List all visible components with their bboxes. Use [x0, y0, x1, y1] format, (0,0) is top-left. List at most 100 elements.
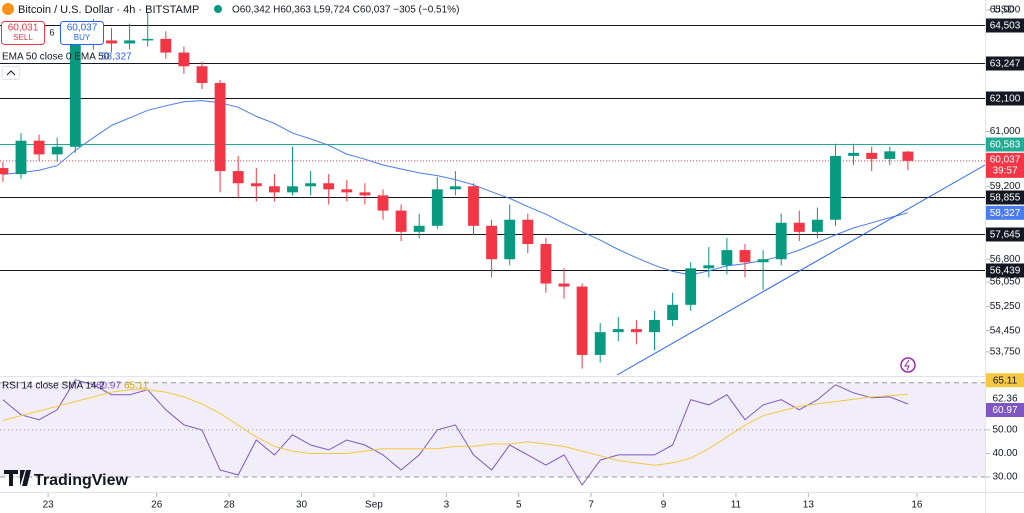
candle-body	[703, 265, 715, 269]
y-tick-label: 30.00	[992, 472, 1017, 483]
candle-body	[69, 44, 81, 147]
candle-body	[576, 286, 588, 355]
rsi-legend: RSI 14 close SMA 14 2	[2, 381, 105, 392]
y-tick-label: 56,050	[990, 277, 1021, 288]
level-label-box	[986, 91, 1024, 106]
y-tick-label: 55,250	[990, 301, 1021, 312]
sell-price: 60,031	[8, 23, 39, 34]
candle-body	[612, 329, 624, 333]
candle-body	[178, 52, 190, 67]
rsi-line	[2, 379, 909, 486]
candle-body	[830, 155, 841, 220]
candle-body	[866, 152, 878, 159]
level-label-box	[986, 190, 1024, 205]
x-tick-label: 7	[588, 500, 594, 511]
candle-body	[142, 38, 154, 41]
candle-body	[106, 40, 117, 44]
candle-body	[757, 259, 769, 263]
marker-label: 62.36	[992, 393, 1017, 404]
y-tick-label: 61,000	[990, 126, 1021, 137]
x-tick-label: 26	[151, 500, 163, 511]
candle-body	[558, 283, 570, 287]
candle-body	[15, 140, 27, 175]
candle-body	[305, 183, 317, 187]
candle-body	[649, 319, 660, 333]
rsi-axis-label-box	[986, 403, 1024, 418]
y-tick-label: 50.00	[992, 425, 1017, 436]
candle-body	[468, 186, 479, 226]
candle-body	[287, 186, 298, 193]
x-tick-label: 13	[803, 500, 815, 511]
buy-button[interactable]	[60, 21, 104, 45]
candle-body	[160, 38, 172, 53]
x-tick-label: 9	[661, 500, 667, 511]
candle-body	[594, 332, 606, 355]
market-status	[214, 5, 222, 13]
trend-line	[616, 164, 986, 376]
level-label-box	[986, 137, 1024, 152]
candle-body	[214, 82, 226, 172]
candle-body	[721, 250, 733, 266]
x-tick-label: 28	[224, 500, 236, 511]
candle-body	[250, 183, 262, 187]
collapse-icon	[6, 70, 16, 76]
buy-label: BUY	[74, 33, 91, 42]
x-tick-label: 16	[911, 500, 923, 511]
y-tick-label: 53,750	[990, 347, 1021, 358]
level-label: 60,583	[990, 140, 1021, 151]
candle-body	[811, 219, 823, 232]
x-tick-label: Sep	[365, 500, 383, 511]
btc-icon	[2, 3, 14, 15]
candle-body	[522, 219, 534, 245]
candle-body	[775, 222, 787, 260]
candle-body	[124, 40, 136, 44]
candle-body	[395, 210, 407, 232]
candle-body	[504, 219, 516, 260]
candle-body	[323, 183, 335, 190]
y-tick-label: 40.00	[992, 448, 1017, 459]
candle-body	[793, 222, 805, 232]
candle-body	[486, 225, 498, 260]
ema-axis-label-box	[986, 205, 1024, 220]
ema-legend-value: 58,327	[101, 52, 132, 63]
sma-line	[2, 389, 908, 466]
alert-icon[interactable]	[900, 357, 916, 373]
brand: TradingView	[34, 472, 129, 489]
candle-body	[630, 329, 642, 333]
candle-body	[431, 189, 443, 226]
ema-legend: EMA 50 close 0 EMA 50	[2, 52, 110, 63]
candle-body	[739, 250, 751, 263]
ohlc: O60,342 H60,363 L59,724 C60,037 −305 (−0…	[232, 5, 459, 16]
alert-bolt	[904, 359, 910, 371]
level-label: 63,247	[990, 59, 1021, 70]
candle-body	[884, 151, 896, 159]
symbol-title: Bitcoin / U.S. Dollar · 4h · BITSTAMP	[18, 4, 199, 16]
x-tick-label: 3	[444, 500, 450, 511]
y-tick-label: 65,000	[990, 5, 1021, 16]
spread: 6	[49, 27, 54, 37]
level-label-box	[986, 227, 1024, 242]
buy-price: 60,037	[67, 23, 98, 34]
rsi-axis-label: 60.97	[992, 405, 1017, 416]
sma-legend-value: 65.11	[124, 381, 149, 392]
candle-body	[341, 189, 353, 193]
level-label: 57,645	[990, 230, 1021, 241]
candle-body	[196, 66, 208, 83]
level-label: 58,855	[990, 193, 1021, 204]
level-label: 62,100	[990, 94, 1021, 105]
countdown: 39:57	[992, 165, 1017, 176]
level-label-box	[986, 56, 1024, 71]
tv-logo	[4, 470, 31, 486]
candle-body	[902, 151, 914, 161]
level-label-box	[986, 18, 1024, 33]
candle-body	[413, 225, 425, 232]
rsi-legend-value: 60.97	[96, 381, 121, 392]
x-tick-label: 11	[731, 500, 742, 511]
y-tick-label: 59,200	[990, 181, 1021, 192]
sell-button[interactable]	[1, 21, 45, 45]
collapse-button[interactable]	[2, 66, 20, 80]
candle-body	[51, 146, 63, 155]
candle-body	[667, 304, 679, 320]
level-label-box	[986, 263, 1024, 278]
